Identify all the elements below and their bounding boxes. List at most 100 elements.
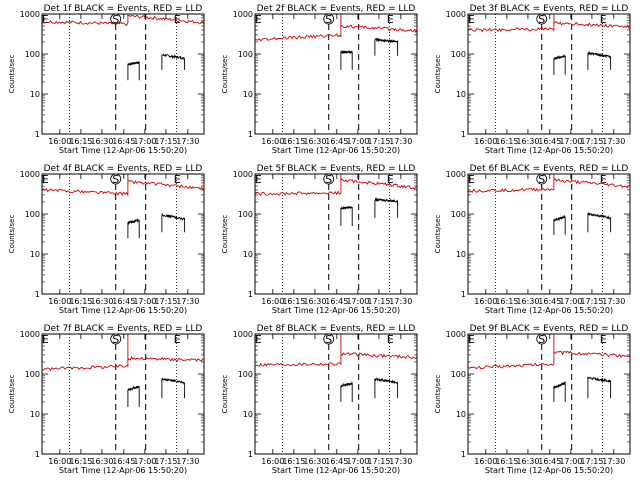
panel-title: Det 7f BLACK = Events, RED = LLD (44, 324, 203, 334)
event-marker: E (600, 173, 607, 186)
plot-frame (254, 13, 418, 135)
y-tick-label: 1000 (233, 10, 253, 19)
y-tick-label: 100 (238, 210, 253, 219)
event-marker: E (387, 173, 394, 186)
x-tick-label: 17:15 (154, 297, 177, 306)
y-tick-label: 100 (451, 370, 466, 379)
lld-series-line (41, 334, 205, 372)
event-marker: S (112, 173, 119, 186)
y-tick-label: 1 (248, 450, 253, 459)
y-tick-label: 1000 (446, 170, 466, 179)
panel-title: Det 1f BLACK = Events, RED = LLD (44, 4, 203, 14)
panel-title: Det 3f BLACK = Events, RED = LLD (470, 4, 629, 14)
y-tick-label: 1000 (446, 10, 466, 19)
y-tick-label: 1 (461, 450, 466, 459)
plot-frame (254, 333, 418, 455)
x-tick-label: 17:15 (580, 297, 603, 306)
panel-title: Det 8f BLACK = Events, RED = LLD (257, 324, 416, 334)
event-marker: S (538, 173, 545, 186)
saa-marker-circle (323, 13, 335, 25)
lld-series-line (467, 334, 631, 370)
event-marker: E (468, 173, 475, 186)
y-tick-label: 100 (25, 210, 40, 219)
x-tick-label: 16:30 (303, 457, 326, 466)
x-tick-label: 16:00 (474, 297, 497, 306)
saa-marker-circle (323, 173, 335, 185)
lld-series-line (467, 14, 631, 33)
y-tick-label: 1000 (446, 330, 466, 339)
x-tick-label: 16:00 (261, 137, 284, 146)
x-tick-label: 17:00 (559, 457, 582, 466)
y-tick-label: 100 (25, 370, 40, 379)
x-tick-label: 16:00 (48, 137, 71, 146)
x-tick-label: 16:45 (325, 297, 348, 306)
panel-title: Det 2f BLACK = Events, RED = LLD (257, 4, 416, 14)
x-axis-label: Start Time (12-Apr-06 15:50:20) (59, 146, 187, 155)
x-tick-label: 17:30 (176, 457, 199, 466)
x-tick-label: 17:15 (367, 297, 390, 306)
panel-title: Det 5f BLACK = Events, RED = LLD (257, 164, 416, 174)
x-tick-label: 17:15 (367, 137, 390, 146)
x-tick-label: 16:15 (69, 137, 92, 146)
events-series-line (553, 51, 612, 75)
x-axis-label: Start Time (12-Apr-06 15:50:20) (485, 466, 613, 475)
plot-frame (41, 13, 205, 135)
event-marker: E (42, 13, 49, 26)
saa-marker-circle (110, 13, 122, 25)
x-tick-label: 17:00 (133, 297, 156, 306)
event-marker: S (325, 13, 332, 26)
event-marker: E (174, 173, 181, 186)
detector-panel: Det 9f BLACK = Events, RED = LLD 1 10 100 10… (434, 324, 631, 475)
x-tick-label: 16:45 (538, 137, 561, 146)
x-tick-label: 16:00 (261, 297, 284, 306)
events-series-line (340, 37, 399, 70)
y-tick-label: 10 (30, 90, 40, 99)
x-tick-label: 16:45 (538, 457, 561, 466)
x-tick-label: 16:15 (282, 137, 305, 146)
y-tick-label: 1 (35, 450, 40, 459)
event-marker: E (255, 173, 262, 186)
x-tick-label: 16:30 (516, 457, 539, 466)
x-tick-label: 16:15 (69, 457, 92, 466)
y-axis-label: Counts/sec (8, 375, 16, 414)
lld-series-line (254, 174, 418, 197)
event-marker: S (325, 333, 332, 346)
saa-marker-circle (323, 333, 335, 345)
event-marker: S (325, 173, 332, 186)
event-marker: E (174, 13, 181, 26)
x-tick-label: 16:00 (48, 457, 71, 466)
y-tick-label: 10 (30, 410, 40, 419)
x-tick-label: 16:30 (303, 137, 326, 146)
x-tick-label: 16:30 (516, 137, 539, 146)
y-tick-label: 1000 (20, 10, 40, 19)
plot-frame (467, 173, 631, 295)
x-axis-label: Start Time (12-Apr-06 15:50:20) (59, 466, 187, 475)
y-tick-label: 100 (451, 210, 466, 219)
x-tick-label: 16:45 (112, 457, 135, 466)
y-tick-label: 1000 (233, 330, 253, 339)
event-marker: E (600, 333, 607, 346)
y-axis-label: Counts/sec (434, 375, 442, 414)
y-tick-label: 100 (238, 50, 253, 59)
x-tick-label: 16:30 (90, 137, 113, 146)
y-tick-label: 100 (451, 50, 466, 59)
x-tick-label: 16:00 (48, 297, 71, 306)
x-tick-label: 17:30 (176, 137, 199, 146)
y-tick-label: 10 (243, 90, 253, 99)
y-tick-label: 1 (35, 290, 40, 299)
y-tick-label: 1 (461, 130, 466, 139)
y-axis-label: Counts/sec (8, 55, 16, 94)
detector-panel: Det 2f BLACK = Events, RED = LLD 1 10 100 10… (221, 4, 418, 155)
y-tick-label: 10 (243, 250, 253, 259)
plot-frame (467, 333, 631, 455)
events-series-line (340, 377, 399, 402)
x-tick-label: 16:15 (495, 137, 518, 146)
x-tick-label: 17:30 (176, 297, 199, 306)
y-tick-label: 10 (456, 90, 466, 99)
x-tick-label: 16:00 (261, 457, 284, 466)
event-marker: E (468, 333, 475, 346)
y-tick-label: 1000 (20, 170, 40, 179)
y-tick-label: 1 (248, 290, 253, 299)
lld-series-line (41, 14, 205, 27)
x-tick-label: 17:00 (346, 457, 369, 466)
